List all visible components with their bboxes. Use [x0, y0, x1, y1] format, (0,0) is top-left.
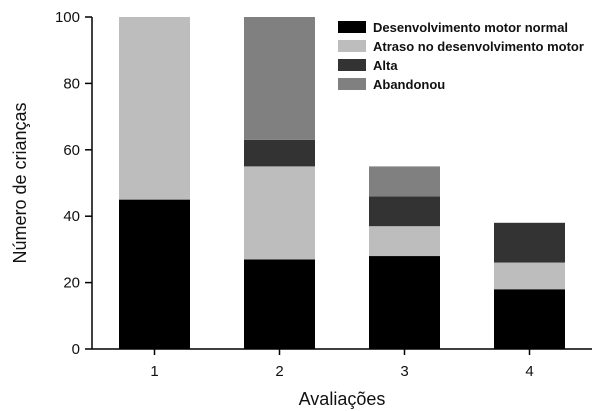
- x-tick-label-1: 1: [150, 363, 158, 380]
- bar-segment-2-cat-3: [369, 226, 440, 257]
- bar-segment-2-cat-1: [119, 17, 190, 200]
- bar-segment-4-cat-2: [244, 17, 315, 140]
- y-tick-label-100: 100: [55, 9, 80, 26]
- legend-label-3: Alta: [373, 58, 398, 73]
- bar-segment-1-cat-3: [369, 256, 440, 349]
- legend-swatch-2: [338, 40, 366, 52]
- y-axis-title: Número de crianças: [10, 102, 30, 263]
- bars-group: [119, 17, 565, 349]
- y-tick-label-0: 0: [72, 341, 80, 358]
- bar-segment-1-cat-4: [494, 289, 565, 349]
- bar-segment-3-cat-2: [244, 139, 315, 167]
- legend: Desenvolvimento motor normal Atraso no de…: [338, 20, 584, 92]
- axes-group: [91, 17, 592, 350]
- x-ticks-group: 1 2 3 4: [150, 349, 534, 380]
- y-tick-label-60: 60: [63, 142, 80, 159]
- x-tick-label-2: 2: [275, 363, 283, 380]
- legend-label-1: Desenvolvimento motor normal: [373, 20, 568, 35]
- bar-segment-2-cat-2: [244, 166, 315, 260]
- bar-segment-4-cat-3: [369, 166, 440, 197]
- bar-segment-1-cat-1: [119, 199, 190, 349]
- legend-label-4: Abandonou: [373, 77, 445, 92]
- legend-label-2: Atraso no desenvolvimento motor: [373, 39, 584, 54]
- bar-segment-2-cat-4: [494, 262, 565, 290]
- x-axis-title: Avaliações: [299, 389, 386, 409]
- legend-swatch-3: [338, 59, 366, 71]
- y-tick-label-40: 40: [63, 208, 80, 225]
- bar-segment-3-cat-3: [369, 196, 440, 227]
- y-tick-label-80: 80: [63, 75, 80, 92]
- bar-segment-3-cat-4: [494, 222, 565, 263]
- legend-swatch-4: [338, 78, 366, 90]
- legend-swatch-1: [338, 21, 366, 33]
- bar-segment-1-cat-2: [244, 259, 315, 349]
- x-tick-label-4: 4: [525, 363, 533, 380]
- y-tick-label-20: 20: [63, 275, 80, 292]
- y-ticks-group: 0 20 40 60 80 100: [55, 9, 92, 358]
- x-tick-label-3: 3: [400, 363, 408, 380]
